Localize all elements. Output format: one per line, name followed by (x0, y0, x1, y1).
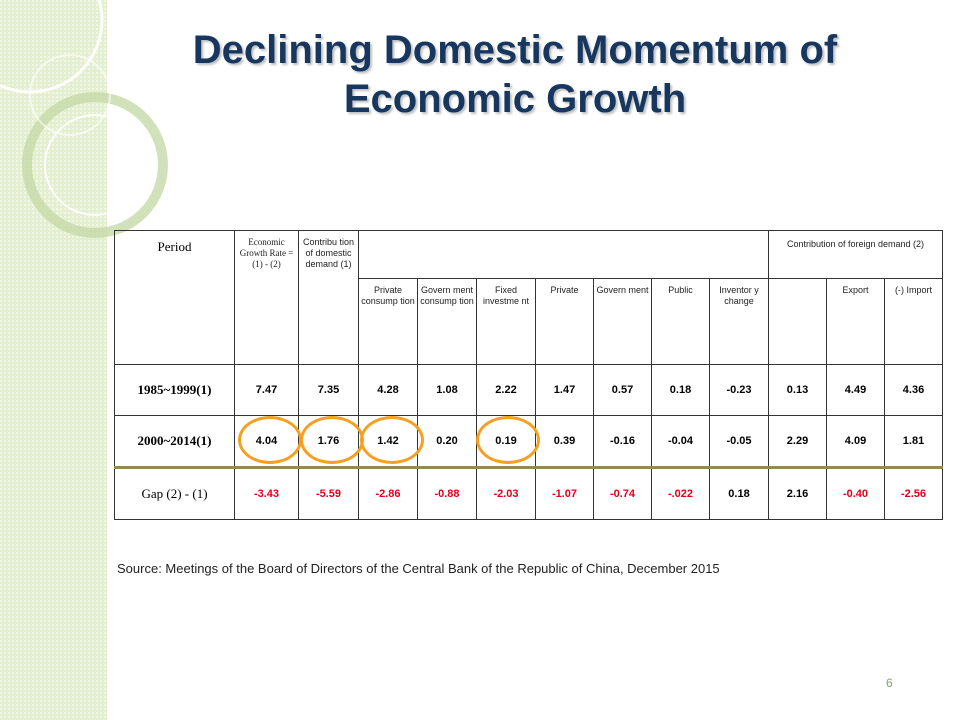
table-cell: -2.86 (358, 466, 418, 520)
row-period: 1985~1999(1) (114, 364, 235, 416)
header-private-consumption: Private consump tion (358, 278, 418, 365)
table-cell: -5.59 (298, 466, 359, 520)
highlight-circle (476, 416, 540, 464)
page-number: 6 (886, 676, 893, 690)
table-cell: -0.05 (708, 415, 770, 468)
table-cell: -0.88 (417, 466, 477, 520)
table-cell: -2.56 (884, 466, 944, 520)
table-cell: 1.08 (417, 364, 477, 416)
table-cell: 0.57 (593, 364, 652, 416)
header-government-consumption: Govern ment consump tion (417, 278, 477, 365)
table-cell: 2.16 (768, 466, 828, 520)
table-cell: -0.04 (651, 415, 710, 468)
highlight-circle (300, 416, 364, 464)
table-cell: 2.29 (768, 415, 828, 468)
table-cell: -1.07 (535, 466, 594, 520)
decorative-rings (0, 0, 168, 238)
table-row: 1985~1999(1) 7.47 7.35 4.28 1.08 2.22 1.… (114, 364, 944, 416)
highlight-circle (238, 416, 302, 464)
table-cell: 1.81 (884, 415, 944, 468)
table-cell: 4.49 (826, 364, 886, 416)
header-fixed-investment: Fixed investme nt (476, 278, 536, 365)
table-cell: 4.28 (358, 364, 418, 416)
header-growth-rate: Economic Growth Rate = (1) - (2) (234, 230, 299, 365)
header-inventory-change: Inventor y change (708, 278, 770, 365)
table-cell: 0.39 (535, 415, 594, 468)
slide-title: Declining Domestic Momentum of Economic … (192, 28, 838, 121)
source-note: Source: Meetings of the Board of Directo… (117, 561, 720, 576)
table-cell: 7.35 (298, 364, 359, 416)
header-foreign-demand: Contribution of foreign demand (2) (768, 230, 944, 279)
table-cell: -.022 (651, 466, 710, 520)
header-import: (-) Import (884, 278, 944, 365)
table-cell: -3.43 (234, 466, 299, 520)
table-cell: -0.16 (593, 415, 652, 468)
table-cell: 7.47 (234, 364, 299, 416)
highlight-circle (360, 416, 424, 464)
row-period: 2000~2014(1) (114, 415, 235, 468)
table-cell: 4.36 (884, 364, 944, 416)
header-private: Private (535, 278, 594, 365)
row-period: Gap (2) - (1) (114, 466, 235, 520)
header-government: Govern ment (593, 278, 652, 365)
table-cell: -0.40 (826, 466, 886, 520)
table-cell: 0.18 (651, 364, 710, 416)
growth-table: Period Economic Growth Rate = (1) - (2) … (114, 230, 944, 520)
header-domestic-demand: Contribu tion of domestic demand (1) (298, 230, 359, 365)
table-cell: 1.47 (535, 364, 594, 416)
header-export: Export (826, 278, 886, 365)
left-decorative-band (0, 0, 107, 720)
table-cell: 0.13 (768, 364, 828, 416)
table-row: Gap (2) - (1) -3.43 -5.59 -2.86 -0.88 -2… (114, 466, 944, 520)
table-cell: -2.03 (476, 466, 536, 520)
table-cell: 0.18 (708, 466, 770, 520)
table-cell: 4.09 (826, 415, 886, 468)
table-cell: -0.23 (708, 364, 770, 416)
header-foreign-spacer (768, 278, 828, 365)
header-public: Public (651, 278, 710, 365)
table-cell: 2.22 (476, 364, 536, 416)
header-domestic-group (357, 230, 770, 279)
table-cell: -0.74 (593, 466, 652, 520)
header-period: Period (114, 230, 235, 365)
table-cell: 0.20 (417, 415, 477, 468)
